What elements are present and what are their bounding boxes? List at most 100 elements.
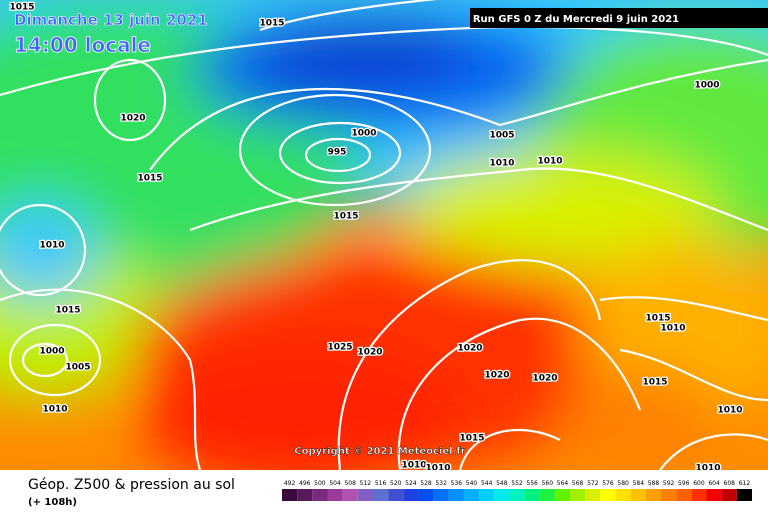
- scale-swatch: [327, 489, 343, 501]
- scale-label: 560: [542, 480, 554, 487]
- scale-label: 496: [299, 480, 311, 487]
- scale-swatch: [509, 489, 525, 501]
- copyright: Copyright © 2021 Meteociel.fr: [294, 446, 465, 457]
- scale-label: 612: [739, 480, 751, 487]
- scale-label: 564: [557, 480, 569, 487]
- scale-swatch: [463, 489, 480, 501]
- scale-label: 588: [648, 480, 660, 487]
- color-scale: 492 496 500 504 508 512 516 520 524 528 532 536 540 5…: [282, 480, 752, 501]
- scale-label: 540: [466, 480, 478, 487]
- isobar-label: 1020: [357, 348, 382, 358]
- scale-swatch: [418, 489, 434, 501]
- isobar-label: 1010: [425, 464, 450, 474]
- scale-swatch: [615, 489, 631, 501]
- scale-swatch: [721, 489, 737, 501]
- isobar-label: 1010: [42, 405, 67, 415]
- isobar-label: 1015: [645, 314, 670, 324]
- isobar-label: 1000: [351, 129, 376, 139]
- isobar-label: 1010: [717, 406, 742, 416]
- scale-label: 608: [724, 480, 736, 487]
- scale-label: 592: [663, 480, 675, 487]
- isobar-label: 1015: [55, 306, 80, 316]
- isobar-label: 995: [328, 148, 347, 158]
- scale-swatch: [539, 489, 555, 501]
- isobar-label: 1020: [120, 114, 145, 124]
- scale-label: 504: [329, 480, 341, 487]
- scale-label: 528: [420, 480, 432, 487]
- scale-swatch: [706, 489, 722, 501]
- isobar-label: 1010: [660, 324, 685, 334]
- scale-swatch: [630, 489, 646, 501]
- scale-label: 532: [435, 480, 447, 487]
- scale-swatch: [661, 489, 677, 501]
- run-info: Run GFS 0 Z du Mercredi 9 juin 2021: [473, 14, 679, 25]
- scale-swatch: [282, 489, 298, 501]
- scale-swatch: [524, 489, 540, 501]
- isobar-label: 1020: [457, 344, 482, 354]
- scale-label: 604: [708, 480, 720, 487]
- scale-label: 556: [526, 480, 538, 487]
- scale-swatch: [357, 489, 373, 501]
- footer-lead: (+ 108h): [28, 497, 77, 508]
- scale-swatch: [494, 489, 510, 501]
- forecast-time: 14:00 locale: [14, 33, 151, 57]
- scale-swatch: [342, 489, 358, 501]
- scale-swatch: [691, 489, 707, 501]
- scale-swatch: [736, 489, 752, 501]
- isobar-label: 1010: [401, 461, 426, 471]
- scale-label: 552: [511, 480, 523, 487]
- scale-swatch: [676, 489, 692, 501]
- scale-swatch: [433, 489, 449, 501]
- scale-swatch: [585, 489, 601, 501]
- isobar-label: 1015: [9, 3, 34, 13]
- scale-label: 516: [375, 480, 387, 487]
- isobar-label: 1005: [65, 363, 90, 373]
- scale-label: 512: [360, 480, 372, 487]
- scale-label: 584: [633, 480, 645, 487]
- scale-swatch: [570, 489, 586, 501]
- isobar-label: 1020: [484, 371, 509, 381]
- isobars: [0, 0, 768, 470]
- isobar-label: 1010: [537, 157, 562, 167]
- isobar-label: 1010: [39, 241, 64, 251]
- forecast-date: Dimanche 13 juin 2021: [14, 11, 208, 29]
- scale-label: 580: [617, 480, 629, 487]
- scale-swatch: [403, 489, 419, 501]
- isobar-label: 1010: [695, 464, 720, 474]
- run-box: [470, 8, 768, 28]
- scale-label: 568: [572, 480, 584, 487]
- isobar-label: 1000: [39, 347, 64, 357]
- scale-swatch: [297, 489, 313, 501]
- scale-label: 600: [693, 480, 705, 487]
- scale-label: 544: [481, 480, 493, 487]
- scale-swatch: [479, 489, 495, 501]
- scale-swatch: [388, 489, 404, 501]
- scale-swatch: [312, 489, 328, 501]
- scale-label: 524: [405, 480, 417, 487]
- isobar-label: 1015: [459, 434, 484, 444]
- isobar-label: 1020: [532, 374, 557, 384]
- scale-swatch: [554, 489, 571, 501]
- scale-label: 596: [678, 480, 690, 487]
- scale-label: 536: [451, 480, 463, 487]
- isobar-label: 1015: [137, 174, 162, 184]
- scale-label: 576: [602, 480, 614, 487]
- isobar-label: 1025: [327, 343, 352, 353]
- isobar-label: 1015: [259, 19, 284, 29]
- isobar-label: 1015: [333, 212, 358, 222]
- isobar-label: 1015: [642, 378, 667, 388]
- scale-label: 508: [344, 480, 356, 487]
- scale-label: 500: [314, 480, 326, 487]
- isobar-label: 1010: [489, 159, 514, 169]
- isobar-label: 1005: [489, 131, 514, 141]
- scale-swatch: [645, 489, 662, 501]
- scale-label: 548: [496, 480, 508, 487]
- scale-swatch: [372, 489, 389, 501]
- scale-label: 572: [587, 480, 599, 487]
- isobar-label: 1000: [694, 81, 719, 91]
- scale-swatch: [600, 489, 616, 501]
